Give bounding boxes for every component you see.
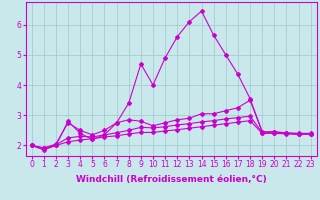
X-axis label: Windchill (Refroidissement éolien,°C): Windchill (Refroidissement éolien,°C)	[76, 175, 267, 184]
